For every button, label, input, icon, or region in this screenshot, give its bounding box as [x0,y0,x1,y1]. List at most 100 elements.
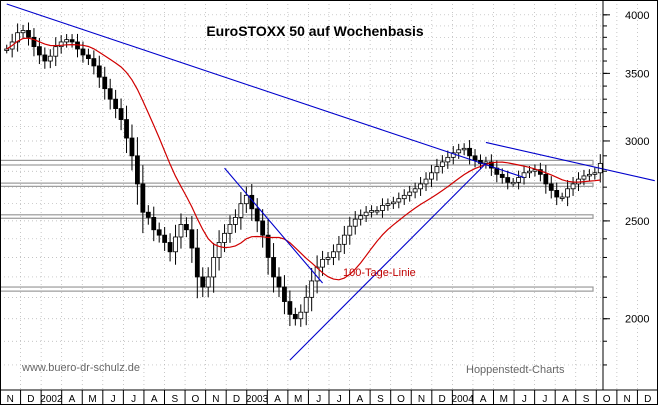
grid-layer [0,4,638,390]
candle-body [434,166,440,174]
x-tick-label: J [111,394,116,405]
x-tick-label: O [191,394,199,405]
candle-body [548,183,554,191]
candle-body [565,188,571,198]
moving-average-line [6,37,601,281]
y-tick-label: 3500 [625,68,649,80]
chart-text: EuroSTOXX 50 auf Wochenbasis 100-Tage-Li… [21,23,565,376]
candle-body [341,234,347,245]
candle-body [227,224,233,234]
x-tick-label: J [316,394,321,405]
candle-body [570,183,576,190]
watermark-right: Hoppenstedt-Charts [466,364,565,376]
candle-body [320,258,325,268]
x-tick-label: S [583,394,590,405]
x-tick-label: 2004 [452,394,475,405]
candle-body [488,161,494,169]
candle-body [369,210,374,213]
x-tick-label: N [212,394,219,405]
candle-body [287,301,293,315]
candle-body [505,177,511,183]
x-tick-label: N [624,394,631,405]
x-tick-label: S [171,394,178,405]
x-tick-label: M [88,394,96,405]
candle-body [4,48,10,51]
x-tick-label: O [603,394,611,405]
candle-body [347,225,353,236]
x-tick-label: J [522,394,527,405]
candle-body [178,224,184,238]
x-tick-label: M [294,394,302,405]
x-tick-label: J [337,394,342,405]
candle-body [96,65,102,78]
candle-body [135,155,140,185]
trendlines [6,3,655,361]
candle-body [527,170,532,174]
x-tick-label: A [480,394,487,405]
candle-body [456,149,462,154]
x-tick-label: D [438,394,445,405]
candle-body [292,313,298,320]
candle-body [407,191,413,196]
candle-body [86,54,91,59]
candle-body [205,276,211,288]
candle-body [15,32,21,43]
candle-body [243,194,249,205]
candle-body [363,211,369,217]
y-tick-label: 2500 [625,216,649,228]
candle-body [189,229,195,249]
x-tick-label: N [7,394,14,405]
candle-body [173,236,178,253]
trendline [6,3,525,179]
trendline [289,163,487,361]
x-tick-label: J [131,394,136,405]
candle-body [102,76,108,90]
candle-body [581,175,587,180]
candle-body [69,39,75,43]
candle-body [107,88,113,100]
resistance-band [0,214,594,219]
candle-body [483,161,489,164]
candle-body [64,39,70,43]
candle-body [401,194,407,200]
x-tick-label: S [377,394,384,405]
resistance-band [0,286,594,292]
candle-body [298,311,304,320]
candle-body [418,183,423,190]
candle-body [358,215,364,220]
candle-body [260,220,266,236]
y-tick-label: 2000 [625,314,649,326]
candle-body [385,203,391,206]
candle-body [309,280,315,298]
x-tick-label: 2002 [40,394,63,405]
candle-body [211,257,217,278]
candle-body [543,173,549,185]
watermark-left: www.buero-dr-schulz.de [21,362,140,374]
candle-body [532,169,538,172]
candle-body [592,172,598,175]
moving-average-layer [6,37,601,281]
candle-body [336,243,342,253]
candle-body [559,196,565,199]
trendline [224,167,323,284]
candle-body [222,232,227,243]
price-candles [4,22,603,327]
candle-body [472,155,478,161]
ma-label: 100-Tage-Linie [343,267,416,279]
candle-body [380,204,385,211]
candle-body [554,190,560,198]
candle-body [26,30,31,38]
candle-body [216,242,222,258]
candle-body [238,203,244,218]
candle-body [254,208,260,222]
candle-body [91,58,97,67]
candle-body [439,161,445,167]
candle-body [58,41,64,48]
candle-body [80,48,86,56]
candle-body [20,30,26,34]
chart-title: EuroSTOXX 50 auf Wochenbasis [206,23,424,39]
x-tick-label: A [274,394,281,405]
x-tick-label: D [644,394,651,405]
trendline [485,141,655,182]
